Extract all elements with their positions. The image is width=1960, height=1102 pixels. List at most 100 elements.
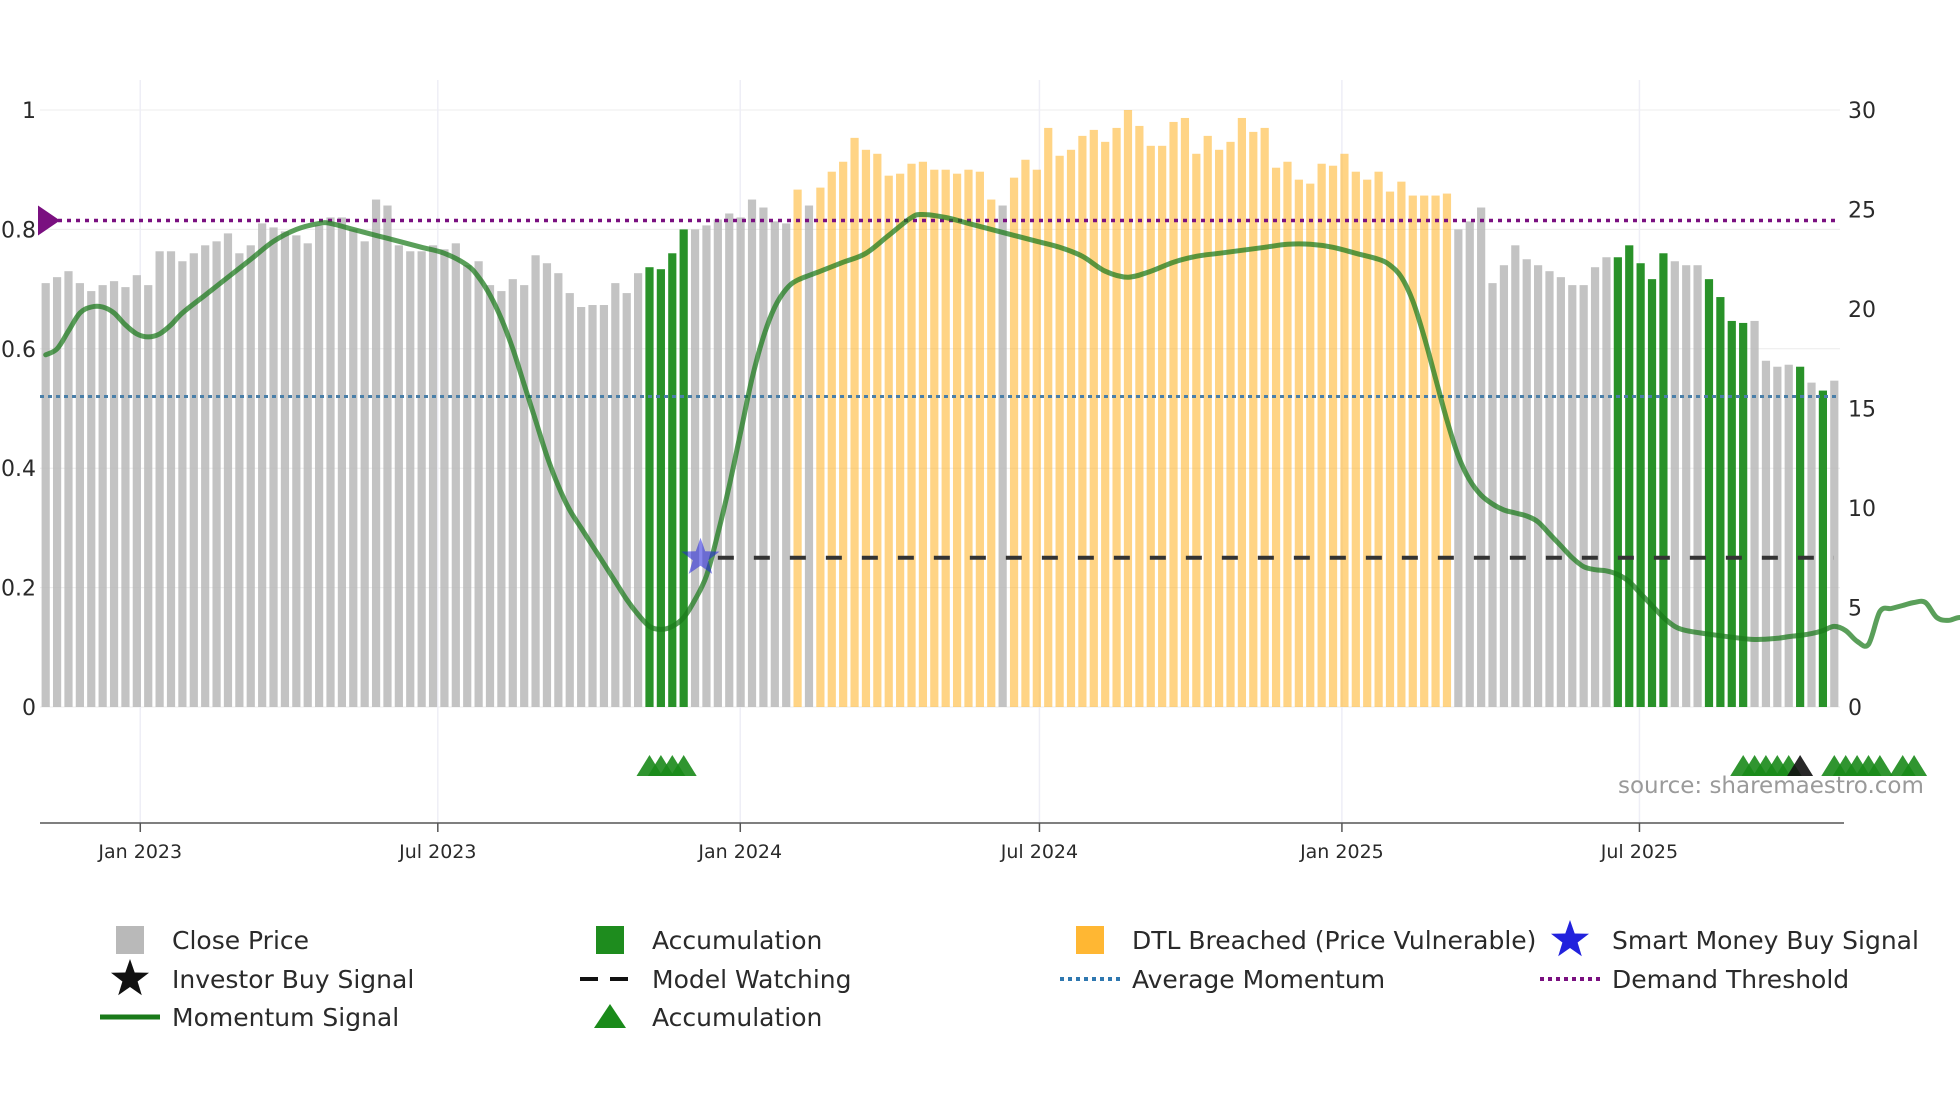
price-bar bbox=[1226, 141, 1235, 708]
price-bar bbox=[941, 169, 950, 707]
price-bar bbox=[1750, 320, 1759, 707]
price-bar bbox=[690, 229, 700, 707]
y-right-tick-label: 15 bbox=[1848, 398, 1876, 423]
price-bar bbox=[850, 137, 859, 708]
price-bar bbox=[531, 255, 540, 707]
price-bar bbox=[1477, 207, 1486, 707]
price-bar bbox=[1590, 267, 1600, 707]
price-bar bbox=[1499, 265, 1509, 707]
price-bar bbox=[1260, 127, 1269, 707]
price-bar bbox=[315, 225, 324, 708]
legend-star-investor-buy bbox=[111, 959, 149, 996]
price-bar bbox=[1055, 155, 1064, 707]
price-bar bbox=[155, 251, 164, 708]
price-bar bbox=[178, 261, 187, 707]
y-right-tick-label: 5 bbox=[1848, 597, 1862, 622]
price-bar bbox=[1693, 265, 1702, 707]
price-bar bbox=[952, 173, 962, 707]
price-bar bbox=[292, 235, 301, 707]
price-bar bbox=[1488, 283, 1497, 707]
price-bar bbox=[599, 305, 609, 707]
price-bar bbox=[280, 231, 290, 707]
price-bar bbox=[1556, 277, 1565, 707]
price-bar bbox=[918, 161, 928, 708]
demand-threshold-marker bbox=[38, 205, 60, 236]
price-bar bbox=[588, 305, 597, 707]
price-bar bbox=[1739, 322, 1748, 707]
axes: Jan 2023 Jul 2023 Jan 2024 Jul 2024 Jan 2025… bbox=[1, 99, 1876, 863]
price-bar bbox=[1044, 127, 1053, 707]
price-bar bbox=[1066, 149, 1076, 708]
x-tick-label: Jan 2023 bbox=[97, 841, 182, 863]
price-bar bbox=[611, 283, 620, 707]
x-tick-label: Jul 2025 bbox=[1600, 841, 1678, 863]
price-bar bbox=[1363, 179, 1372, 707]
price-bar bbox=[451, 243, 460, 707]
price-bar bbox=[1807, 382, 1816, 707]
price-bar bbox=[1830, 380, 1839, 707]
legend-triangle-accumulation bbox=[594, 1004, 626, 1028]
price-bar bbox=[713, 219, 722, 707]
legend-label-investor-buy: Investor Buy Signal bbox=[172, 965, 414, 994]
y-left-tick-label: 0 bbox=[22, 696, 36, 721]
price-bar bbox=[1158, 145, 1167, 707]
legend-label-demand-threshold: Demand Threshold bbox=[1612, 965, 1849, 994]
price-bar bbox=[542, 263, 552, 707]
price-bar bbox=[565, 293, 574, 707]
price-bar bbox=[520, 285, 529, 707]
price-bar bbox=[1704, 279, 1714, 707]
reference-lines bbox=[38, 205, 1840, 560]
price-bar bbox=[394, 245, 403, 707]
price-bar bbox=[861, 149, 871, 708]
price-bar bbox=[793, 189, 802, 708]
price-bar bbox=[246, 245, 255, 707]
price-bar bbox=[1647, 279, 1657, 707]
price-bar bbox=[1511, 245, 1520, 707]
legend-label-smart-money: Smart Money Buy Signal bbox=[1612, 926, 1919, 955]
y-right-tick-label: 0 bbox=[1848, 696, 1862, 721]
y-left-tick-label: 0.4 bbox=[1, 457, 36, 482]
price-bar bbox=[1534, 265, 1543, 707]
price-bar bbox=[1727, 320, 1736, 707]
legend-label-model-watching: Model Watching bbox=[652, 965, 852, 994]
price-bar bbox=[1146, 145, 1155, 707]
legend-label-accumulation-marker: Accumulation bbox=[652, 1003, 822, 1032]
price-bar bbox=[668, 253, 677, 707]
price-bar bbox=[383, 205, 392, 707]
price-bar bbox=[303, 243, 312, 707]
price-bar bbox=[1408, 195, 1417, 707]
price-bar bbox=[1761, 360, 1771, 707]
legend-swatch-close-price bbox=[116, 926, 144, 954]
price-bar bbox=[485, 285, 495, 707]
price-bar bbox=[634, 273, 643, 707]
price-bar bbox=[41, 283, 50, 707]
x-tick-label: Jan 2024 bbox=[697, 841, 782, 863]
price-bar bbox=[1101, 141, 1110, 708]
price-bar bbox=[1636, 263, 1645, 707]
price-bar bbox=[1180, 117, 1190, 707]
price-bar bbox=[52, 277, 62, 707]
y-left-tick-label: 0.2 bbox=[1, 577, 36, 602]
price-bar bbox=[87, 291, 96, 707]
price-bar bbox=[1340, 153, 1349, 707]
price-bar bbox=[1203, 135, 1212, 707]
price-bar bbox=[1283, 161, 1292, 708]
price-bar bbox=[269, 227, 278, 707]
y-right-tick-label: 30 bbox=[1848, 99, 1876, 124]
x-tick-label: Jul 2023 bbox=[398, 841, 476, 863]
price-bar bbox=[212, 241, 221, 707]
source-label: source: sharemaestro.com bbox=[1618, 773, 1924, 799]
price-bar bbox=[827, 171, 836, 707]
smart-money-star bbox=[681, 537, 720, 574]
price-bar bbox=[1716, 297, 1725, 707]
price-bar bbox=[1032, 169, 1041, 707]
price-bar bbox=[896, 173, 905, 707]
price-bar bbox=[884, 175, 893, 708]
price-bar bbox=[873, 153, 882, 707]
legend-star-smart-money bbox=[1551, 920, 1589, 957]
price-bar bbox=[189, 253, 198, 707]
price-bar bbox=[474, 261, 483, 707]
price-bar bbox=[747, 199, 757, 708]
price-bar bbox=[1306, 183, 1315, 707]
y-left-tick-label: 1 bbox=[22, 99, 36, 124]
